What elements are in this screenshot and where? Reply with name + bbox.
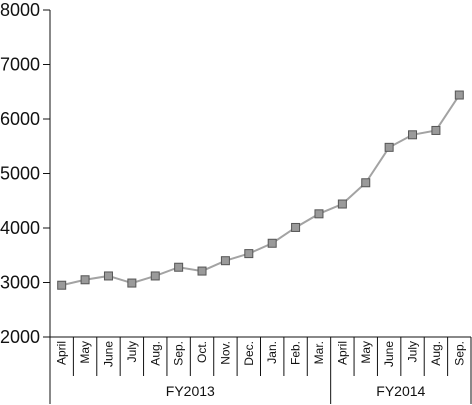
y-tick-label: 6000 (0, 109, 40, 129)
y-tick-label: 2000 (0, 327, 40, 347)
x-tick-label: May (78, 341, 92, 364)
data-point (197, 266, 207, 276)
x-tick-label: Nov. (218, 341, 232, 365)
data-point (57, 280, 67, 290)
x-tick-label: Jan. (265, 341, 279, 364)
x-tick-label: Oct. (195, 341, 209, 363)
data-point (150, 271, 160, 281)
x-tick-label: July (406, 341, 420, 362)
data-point (454, 90, 464, 100)
y-tick-label: 8000 (0, 0, 40, 20)
data-point (267, 238, 277, 248)
x-tick-label: July (125, 341, 139, 362)
series-line (61, 94, 461, 287)
y-axis: 2000 3000 4000 5000 6000 7000 8000 (0, 0, 51, 347)
x-tick-label: April (335, 341, 349, 365)
x-axis: April May June July Aug. Sep. Oct. Nov. Dec. Jan.… (49, 336, 472, 376)
x-tick-label: Sep. (452, 341, 466, 366)
x-tick-label: June (101, 341, 115, 367)
y-tick-label: 5000 (0, 164, 40, 184)
x-tick-label: April (55, 341, 69, 365)
y-tick-label: 7000 (0, 55, 40, 75)
x-tick-label: Mar. (312, 341, 326, 364)
fiscal-year-label: FY2014 (376, 383, 425, 399)
x-tick-label: Sep. (172, 341, 186, 366)
y-tick-label: 3000 (0, 273, 40, 293)
data-point (244, 249, 254, 259)
data-point (127, 278, 137, 288)
data-point (80, 275, 90, 285)
x-tick-label: Feb. (289, 341, 303, 365)
data-point (314, 209, 324, 219)
plot-area (57, 90, 464, 290)
data-point (431, 125, 441, 135)
fiscal-year-label: FY2013 (166, 383, 215, 399)
data-point (220, 256, 230, 266)
data-point (337, 199, 347, 209)
x-tick-label: Aug. (429, 341, 443, 366)
data-point (174, 262, 184, 272)
x-tick-label: May (359, 341, 373, 364)
data-point (103, 271, 113, 281)
data-point (361, 178, 371, 188)
x-tick-label: Dec. (242, 341, 256, 366)
x-tick-label: Aug. (148, 341, 162, 366)
x-tick-label: June (382, 341, 396, 367)
data-point (408, 130, 418, 140)
fiscal-year-groups: FY2013 FY2014 (49, 376, 472, 404)
data-point (384, 142, 394, 152)
data-point (291, 222, 301, 232)
y-tick-label: 4000 (0, 218, 40, 238)
